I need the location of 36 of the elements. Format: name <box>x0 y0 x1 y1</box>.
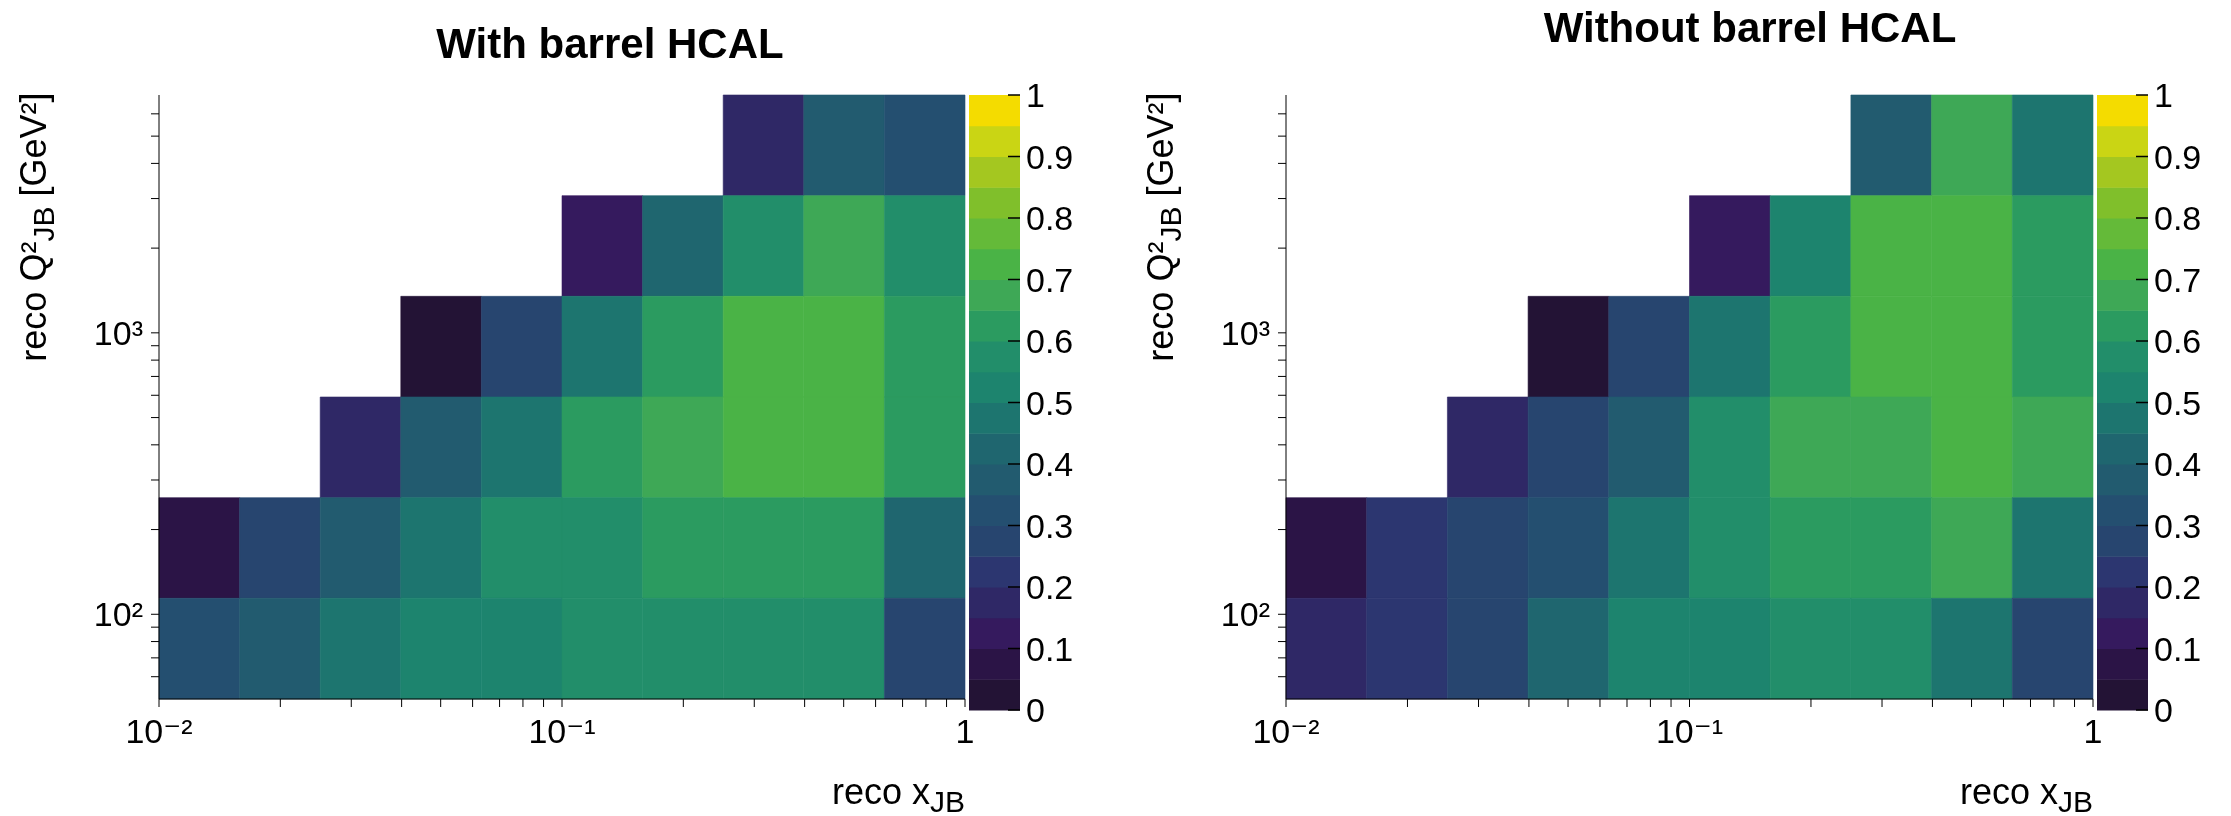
color-bar-label: 0.7 <box>1026 260 1074 299</box>
y-tick-label: 10³ <box>93 313 143 352</box>
color-bar-label: 0.8 <box>2154 199 2202 237</box>
y-tick-label: 10² <box>93 595 143 634</box>
color-bar-label: 0.3 <box>2154 506 2202 545</box>
color-bar-label: 0 <box>1026 691 1045 729</box>
color-bar-label: 0.5 <box>2154 383 2202 422</box>
color-bar-label: 0.1 <box>2154 629 2202 668</box>
x-tick-label: 10⁻² <box>125 712 193 750</box>
chart-title: Without barrel HCAL <box>1542 3 1958 53</box>
color-bar-label: 0.5 <box>1026 383 1074 422</box>
color-bar-label: 0.9 <box>2154 137 2202 176</box>
color-bar-label: 0.2 <box>2154 568 2202 606</box>
x-axis-title: reco x$_{JB}$ <box>1959 770 2093 816</box>
x-tick-label: 10⁻¹ <box>1655 712 1724 750</box>
color-bar-label: 0.4 <box>1026 445 1074 483</box>
color-bar-label: 0.9 <box>1026 137 1074 176</box>
color-bar-label: 0.4 <box>2154 445 2202 483</box>
color-bar-label: 0.6 <box>2154 322 2202 360</box>
color-bar-label: 0.1 <box>1026 629 1074 668</box>
y-tick-label: 10² <box>1220 595 1270 634</box>
color-bar-label: 1 <box>1026 76 1045 114</box>
x-tick-label: 10⁻² <box>1252 712 1320 750</box>
chart-title: With barrel HCAL <box>435 19 785 69</box>
color-bar-label: 0.7 <box>2154 260 2202 299</box>
color-bar-label: 0.8 <box>1026 199 1074 237</box>
color-bar-label: 0.3 <box>1026 506 1074 545</box>
color-bar-label: 1 <box>2154 76 2173 114</box>
x-tick-label: 1 <box>2083 712 2103 750</box>
x-axis-title: reco x$_{JB}$ <box>831 770 965 816</box>
x-tick-label: 1 <box>955 712 975 750</box>
y-tick-label: 10³ <box>1220 313 1270 352</box>
color-bar-label: 0.6 <box>1026 322 1074 360</box>
color-bar-label: 0.2 <box>1026 568 1074 606</box>
color-bar-label: 0 <box>2154 691 2173 729</box>
x-tick-label: 10⁻¹ <box>528 712 596 750</box>
